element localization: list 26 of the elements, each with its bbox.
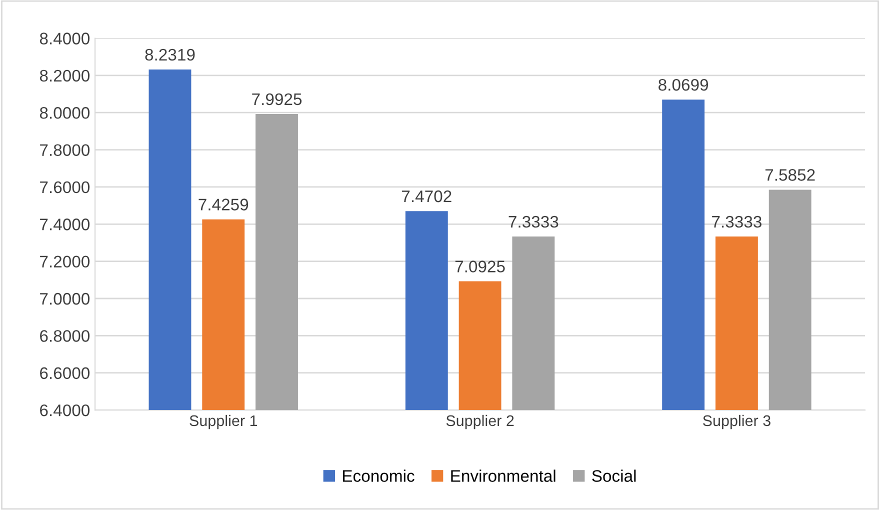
data-label: 7.4259 [198,198,248,210]
legend-label: Environmental [451,470,556,482]
y-tick-label: 7.2000 [40,256,90,268]
y-tick-label: 8.2000 [40,70,90,82]
data-label: 7.3333 [508,216,558,228]
y-tick-label: 6.4000 [40,404,90,416]
legend-label: Economic [343,470,414,482]
y-tick-label: 8.0000 [40,107,90,119]
x-tick-label: Supplier 1 [190,414,258,430]
y-tick-label: 7.6000 [40,181,90,194]
y-tick-label: 6.6000 [40,367,90,380]
y-tick-label: 7.4000 [40,218,90,230]
data-label: 8.2319 [145,48,195,61]
data-label: 8.0699 [658,78,708,91]
data-label: 7.9925 [252,93,302,106]
x-tick-label: Supplier 3 [703,414,770,430]
data-label: 7.3333 [712,216,762,228]
y-tick-label: 7.0000 [40,292,90,305]
y-tick-label: 7.8000 [40,144,90,156]
data-label: 7.5852 [765,169,815,181]
data-label: 7.4702 [402,190,452,202]
data-label: 7.0925 [455,260,505,272]
x-tick-label: Supplier 2 [446,414,514,430]
y-tick-label: 6.8000 [40,330,90,342]
y-tick-label: 8.4000 [40,32,90,44]
legend-label: Social [592,470,636,482]
